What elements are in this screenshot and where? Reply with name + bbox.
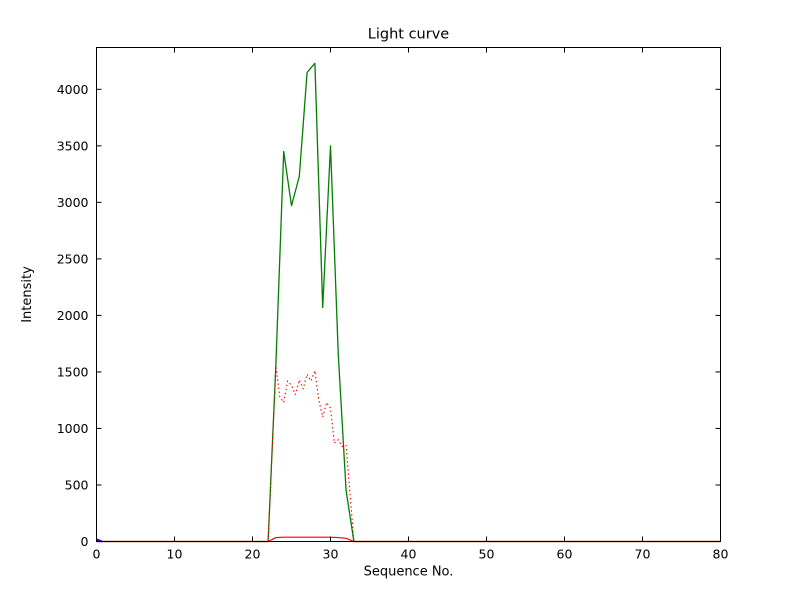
y-axis-label: Intensity: [20, 266, 35, 323]
green-solid-line: [96, 62, 721, 543]
y-tick-label: 4000: [57, 82, 89, 97]
y-tick-label: 3000: [57, 195, 89, 210]
y-tick-label: 3500: [57, 138, 89, 153]
x-tick-label: 30: [323, 547, 339, 562]
chart-title: Light curve: [368, 27, 450, 43]
x-tick-label: 20: [245, 547, 261, 562]
y-tick-label: 1000: [57, 421, 89, 436]
x-tick-label: 50: [479, 547, 495, 562]
x-tick-label: 0: [93, 547, 101, 562]
y-tick-label: 2500: [57, 251, 89, 266]
y-tick-label: 2000: [57, 308, 89, 323]
x-tick-label: 60: [557, 547, 573, 562]
y-tick-label: 500: [65, 477, 89, 492]
axes-box: [96, 47, 721, 542]
x-tick-label: 10: [167, 547, 183, 562]
y-tick-label: 1500: [57, 364, 89, 379]
x-axis-label: Sequence No.: [364, 565, 454, 580]
x-tick-label: 40: [401, 547, 417, 562]
x-tick-label: 80: [713, 547, 729, 562]
x-tick-label: 70: [635, 547, 651, 562]
y-tick-label: 0: [81, 534, 89, 549]
